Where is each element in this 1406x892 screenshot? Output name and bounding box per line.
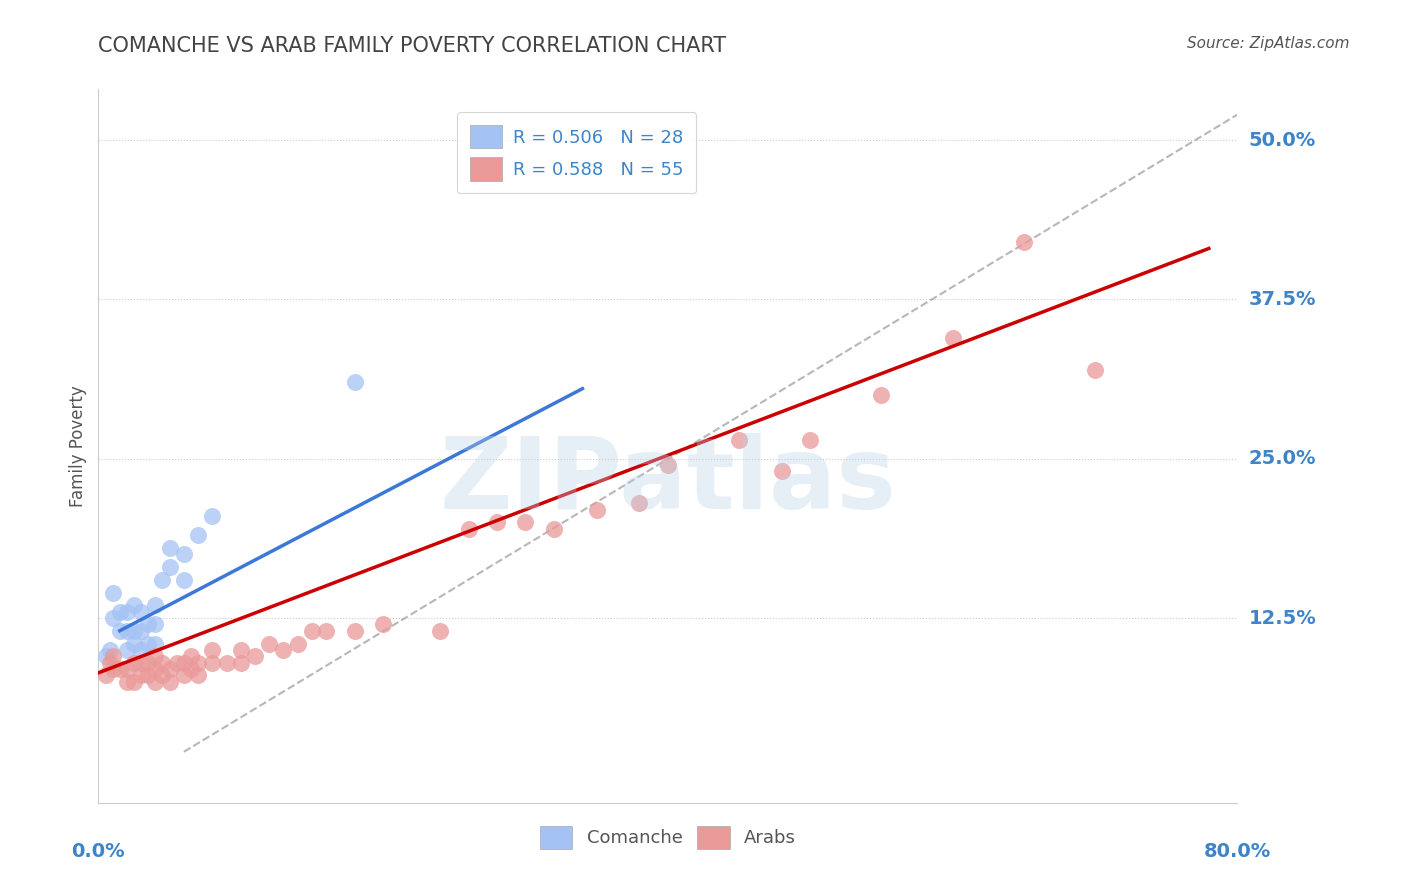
Point	[122, 674, 145, 689]
Point	[129, 605, 152, 619]
Point	[429, 624, 451, 638]
Point	[159, 541, 181, 555]
Point	[152, 573, 174, 587]
Point	[373, 617, 395, 632]
Point	[229, 656, 252, 670]
Point	[115, 643, 138, 657]
Point	[301, 624, 323, 638]
Point	[129, 624, 152, 638]
Point	[152, 656, 174, 670]
Point	[122, 624, 145, 638]
Point	[515, 516, 537, 530]
Point	[145, 599, 167, 613]
Point	[543, 522, 565, 536]
Point	[942, 331, 965, 345]
Point	[136, 617, 159, 632]
Point	[122, 636, 145, 650]
Legend: Comanche, Arabs: Comanche, Arabs	[531, 817, 804, 858]
Point	[628, 496, 651, 510]
Point	[259, 636, 281, 650]
Point	[94, 649, 117, 664]
Text: 80.0%: 80.0%	[1204, 842, 1271, 861]
Point	[173, 547, 195, 561]
Point	[287, 636, 309, 650]
Point	[343, 376, 366, 390]
Point	[585, 502, 607, 516]
Point	[1012, 235, 1035, 249]
Point	[229, 643, 252, 657]
Point	[486, 516, 509, 530]
Point	[152, 668, 174, 682]
Text: ZIPatlas: ZIPatlas	[440, 434, 896, 530]
Point	[657, 458, 679, 472]
Point	[108, 605, 131, 619]
Text: 0.0%: 0.0%	[72, 842, 125, 861]
Point	[98, 643, 121, 657]
Point	[129, 656, 152, 670]
Point	[799, 433, 821, 447]
Point	[108, 624, 131, 638]
Point	[870, 388, 893, 402]
Point	[115, 674, 138, 689]
Text: 25.0%: 25.0%	[1249, 450, 1316, 468]
Point	[159, 674, 181, 689]
Point	[115, 662, 138, 676]
Point	[108, 662, 131, 676]
Point	[101, 662, 124, 676]
Point	[343, 624, 366, 638]
Point	[201, 643, 224, 657]
Point	[129, 668, 152, 682]
Text: Source: ZipAtlas.com: Source: ZipAtlas.com	[1187, 36, 1350, 51]
Point	[129, 643, 152, 657]
Point	[122, 656, 145, 670]
Point	[122, 599, 145, 613]
Point	[201, 656, 224, 670]
Point	[136, 668, 159, 682]
Point	[166, 656, 188, 670]
Y-axis label: Family Poverty: Family Poverty	[69, 385, 87, 507]
Point	[145, 636, 167, 650]
Point	[159, 662, 181, 676]
Point	[94, 668, 117, 682]
Point	[98, 656, 121, 670]
Point	[187, 656, 209, 670]
Point	[187, 528, 209, 542]
Point	[115, 605, 138, 619]
Point	[180, 662, 202, 676]
Point	[101, 649, 124, 664]
Point	[173, 668, 195, 682]
Point	[457, 522, 479, 536]
Point	[1084, 362, 1107, 376]
Point	[770, 465, 793, 479]
Point	[173, 656, 195, 670]
Point	[145, 674, 167, 689]
Point	[728, 433, 751, 447]
Point	[115, 624, 138, 638]
Point	[145, 649, 167, 664]
Point	[145, 662, 167, 676]
Point	[215, 656, 238, 670]
Point	[187, 668, 209, 682]
Text: 12.5%: 12.5%	[1249, 608, 1316, 628]
Point	[101, 611, 124, 625]
Text: COMANCHE VS ARAB FAMILY POVERTY CORRELATION CHART: COMANCHE VS ARAB FAMILY POVERTY CORRELAT…	[98, 36, 727, 55]
Point	[101, 585, 124, 599]
Point	[315, 624, 337, 638]
Point	[136, 656, 159, 670]
Point	[243, 649, 266, 664]
Point	[136, 636, 159, 650]
Point	[145, 617, 167, 632]
Point	[173, 573, 195, 587]
Point	[273, 643, 295, 657]
Text: 37.5%: 37.5%	[1249, 290, 1316, 309]
Point	[159, 560, 181, 574]
Text: 50.0%: 50.0%	[1249, 130, 1316, 150]
Point	[201, 509, 224, 524]
Point	[180, 649, 202, 664]
